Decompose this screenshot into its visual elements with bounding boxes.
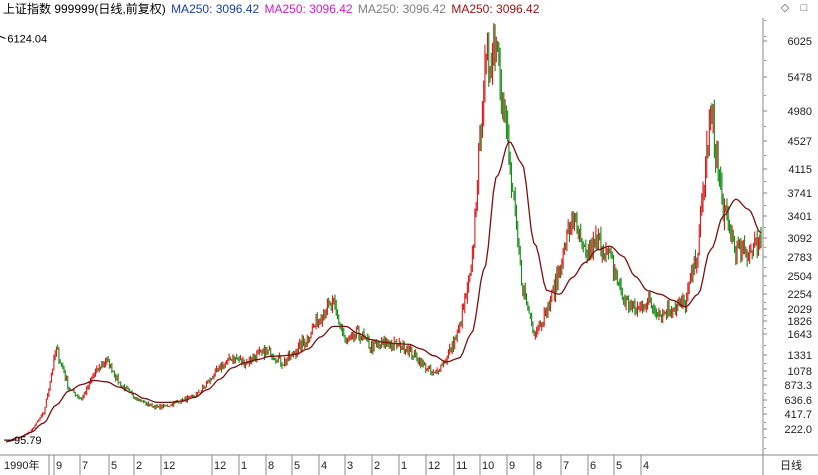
y-tick-label: 3741 <box>788 188 812 200</box>
x-tick-label: 4 <box>321 460 327 472</box>
y-minor-tick <box>764 437 766 438</box>
x-tick-label: 12 <box>214 460 226 472</box>
y-tick-label: 4115 <box>788 164 812 176</box>
x-tick-label: 5 <box>616 460 622 472</box>
y-minor-tick <box>764 60 766 61</box>
ma-label-1: MA250: 3096.42 <box>171 2 260 16</box>
y-minor-tick <box>764 363 766 364</box>
y-tick-label: 4980 <box>788 106 812 118</box>
y-minor-tick <box>764 448 766 449</box>
x-tick-label: 4 <box>643 460 649 472</box>
x-tick-label: 2 <box>374 460 380 472</box>
x-tick-label: 2 <box>136 460 142 472</box>
x-tick-label: 8 <box>268 460 274 472</box>
y-tick-label: 2504 <box>788 271 812 283</box>
y-minor-tick <box>764 422 766 423</box>
x-tick-label: 8 <box>536 460 542 472</box>
diamond-icon[interactable]: ◇ <box>780 2 790 14</box>
y-minor-tick <box>764 285 766 286</box>
y-minor-tick <box>764 345 766 346</box>
y-tick-label: 6025 <box>788 36 812 48</box>
y-tick-label: 1331 <box>788 350 812 362</box>
low-annotation: 95.79 <box>14 435 42 447</box>
period-label: 日线 <box>780 458 802 472</box>
y-minor-tick <box>764 155 766 156</box>
y-minor-tick <box>764 181 766 182</box>
ma-label-4: MA250: 3096.42 <box>451 2 540 16</box>
y-tick-label: 2029 <box>788 304 812 316</box>
y-tick-label: 2783 <box>788 252 812 264</box>
y-minor-tick <box>764 20 766 21</box>
x-tick-label: 12 <box>163 460 175 472</box>
y-tick-label: 417.7 <box>784 409 812 421</box>
window-controls: ◇ □ <box>775 2 810 14</box>
x-tick-label: 6 <box>590 460 596 472</box>
x-tick-label: 1 <box>241 460 247 472</box>
index-title: 上证指数 999999(日线,前复权) <box>3 2 166 16</box>
y-minor-tick <box>764 267 766 268</box>
ma-label-3: MA250: 3096.42 <box>357 2 446 16</box>
x-tick-label: 7 <box>563 460 569 472</box>
x-tick-label: 7 <box>82 460 88 472</box>
y-minor-tick <box>764 328 766 329</box>
y-tick-label: 873.3 <box>784 380 812 392</box>
y-tick-label: 636.6 <box>784 395 812 407</box>
x-tick-label: 1 <box>401 460 407 472</box>
x-tick-label: 9 <box>56 460 62 472</box>
y-minor-tick <box>764 315 766 316</box>
y-tick-label: 1643 <box>788 329 812 341</box>
y-minor-tick <box>764 227 766 228</box>
x-tick-label: 12 <box>428 460 440 472</box>
y-tick-label: 4527 <box>788 136 812 148</box>
ma250-line <box>5 141 762 443</box>
chart-header: 上证指数 999999(日线,前复权) MA250: 3096.42 MA250… <box>0 0 818 18</box>
y-minor-tick <box>764 302 766 303</box>
y-tick-label: 5478 <box>788 72 812 84</box>
y-tick-label: 2254 <box>788 289 812 301</box>
y-minor-tick <box>764 95 766 96</box>
x-tick-label: 11 <box>456 460 467 472</box>
y-minor-tick <box>764 36 766 37</box>
high-annotation: 6124.04 <box>7 33 47 45</box>
x-tick-label: 9 <box>509 460 515 472</box>
x-tick-label: 3 <box>347 460 353 472</box>
high-pointer <box>0 35 6 39</box>
y-minor-tick <box>764 378 766 379</box>
ma-label-2: MA250: 3096.42 <box>264 2 353 16</box>
y-minor-tick <box>764 126 766 127</box>
y-tick-label: 3401 <box>788 211 812 223</box>
square-icon[interactable]: □ <box>800 2 808 14</box>
plot-area <box>0 18 763 455</box>
y-minor-tick <box>764 247 766 248</box>
y-tick-label: 1826 <box>788 316 812 328</box>
y-tick-label: 222.0 <box>784 424 812 436</box>
x-tick-label: 10 <box>482 460 494 472</box>
x-tick-label: 1990年 <box>4 458 39 472</box>
y-minor-tick <box>764 205 766 206</box>
y-minor-tick <box>764 393 766 394</box>
x-tick-label: 5 <box>111 460 117 472</box>
y-tick-label: 3092 <box>788 233 812 245</box>
x-tick-label: 5 <box>294 460 300 472</box>
y-tick-label: 1078 <box>788 366 812 378</box>
y-minor-tick <box>764 407 766 408</box>
